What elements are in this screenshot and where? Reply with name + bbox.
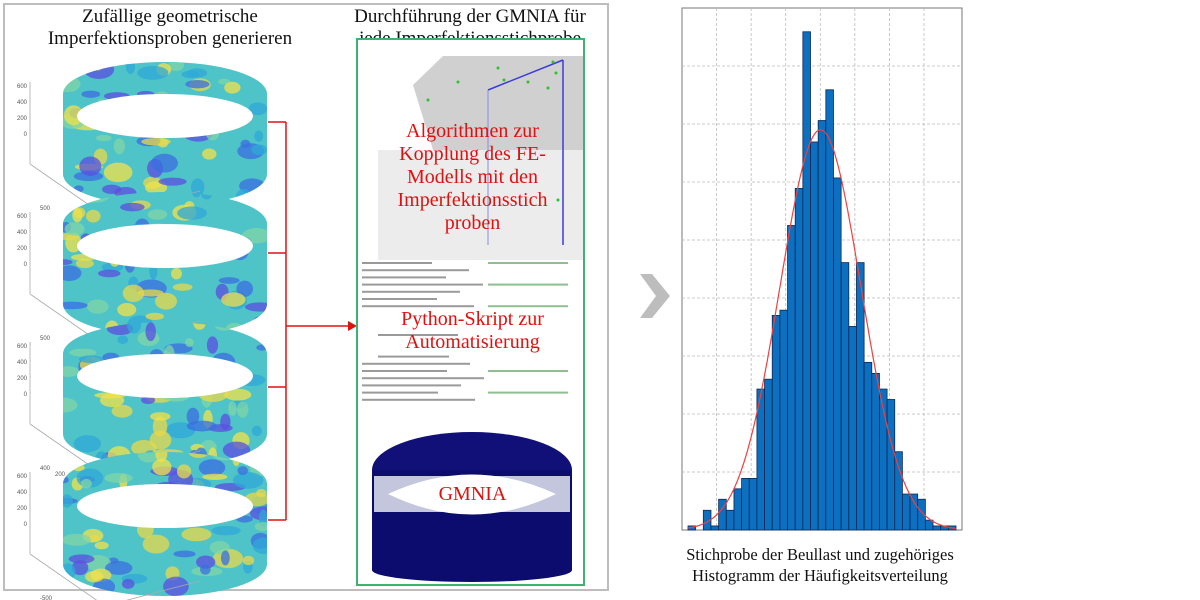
title-line: Imperfektionsproben generieren [47,28,293,49]
axis-tick-label: 0 [24,392,28,398]
axis-tick-label: 500 [40,336,51,342]
histogram-bar [771,314,781,531]
axis-tick-label: 400 [17,230,28,236]
label-line: Imperfektionsstich [397,189,548,211]
label-line: Algorithmen zur [406,120,539,142]
axis-tick-label: 0 [24,522,28,528]
histogram-caption: Stichprobe der Beullast und zugehöriges … [640,544,1000,586]
imperfection-samples: 6004002000500060040020005000600400200040… [17,62,357,600]
axis-tick-label: -500 [40,596,53,600]
histogram-bar [802,31,811,531]
histogram-bar [863,361,873,531]
histogram-bar [932,525,942,531]
axis-tick-label: 0 [24,262,28,268]
histogram-bar [871,372,880,531]
caption-line: Stichprobe der Beullast und zugehöriges [686,545,954,564]
axis-tick-label: 200 [17,246,28,252]
axis-tick-label: 400 [40,466,51,472]
label-line: Automatisierung [405,331,540,353]
histogram-bar [710,525,720,531]
normal-fit-curve [687,129,957,530]
gmnia-box: Algorithmen zur Kopplung des FE- Modells… [356,38,585,586]
arrow-head-icon [348,321,357,331]
axis-tick-label: 200 [17,116,28,122]
title-line: Durchführung der GMNIA für [354,6,586,27]
histogram-bar [917,498,926,531]
gmnia-label: GMNIA [438,483,507,505]
histogram-bar [794,187,804,531]
label-line: Modells mit den [406,166,539,188]
axis-tick-label: 200 [17,376,28,382]
histogram-bar [901,493,911,531]
title-line: Zufällige geometrische [82,6,258,27]
histogram-bar [924,519,934,531]
label-line: Python-Skript zur [401,308,544,330]
imperfection-sample-cylinder: 60040020004002000-200-400 [17,322,267,496]
code-listing [362,262,568,401]
generation-title: Zufällige geometrische Imperfektionsprob… [10,6,330,50]
histogram-bar [748,477,758,531]
axis-tick-label: 400 [17,360,28,366]
histogram-bar [764,378,773,531]
axis-tick-label: 600 [17,474,28,480]
fe-model-graphic [362,56,583,582]
coupling-algorithm-label: Algorithmen zur Kopplung des FE- Modells… [358,120,583,235]
histogram-bar [725,509,735,531]
histogram-bar [856,262,865,531]
histogram-bar [886,399,896,531]
histogram-bar [825,89,834,531]
histogram-bar [810,141,819,531]
histogram-bar [894,451,903,531]
imperfection-sample-cylinder: 60040020005000 [17,192,267,348]
caption-line: Histogramm der Häufigkeitsverteilung [692,566,948,585]
histogram-bar [840,262,850,531]
label-line: proben [444,212,501,234]
histogram-bar [733,488,742,531]
histogram-bar [779,309,788,531]
axis-tick-label: 0 [24,132,28,138]
histogram-bar [817,120,827,531]
python-script-label: Python-Skript zur Automatisierung [358,308,583,354]
axis-tick-label: 200 [55,472,66,478]
axis-tick-label: 600 [17,214,28,220]
histogram-bar [909,493,919,531]
axis-tick-label: 600 [17,84,28,90]
histogram-bar [848,326,857,531]
axis-tick-label: 400 [17,490,28,496]
axis-tick-label: 500 [40,206,51,212]
histogram-bar [741,477,750,531]
label-line: Kopplung des FE- [399,143,546,165]
histogram-bar [787,225,796,531]
histogram-chart [681,7,963,531]
histogram-bar [833,177,842,531]
left-panel [3,3,609,591]
process-arrow-icon [640,274,670,318]
axis-tick-label: 400 [17,100,28,106]
axis-tick-label: 200 [17,506,28,512]
axis-tick-label: 600 [17,344,28,350]
